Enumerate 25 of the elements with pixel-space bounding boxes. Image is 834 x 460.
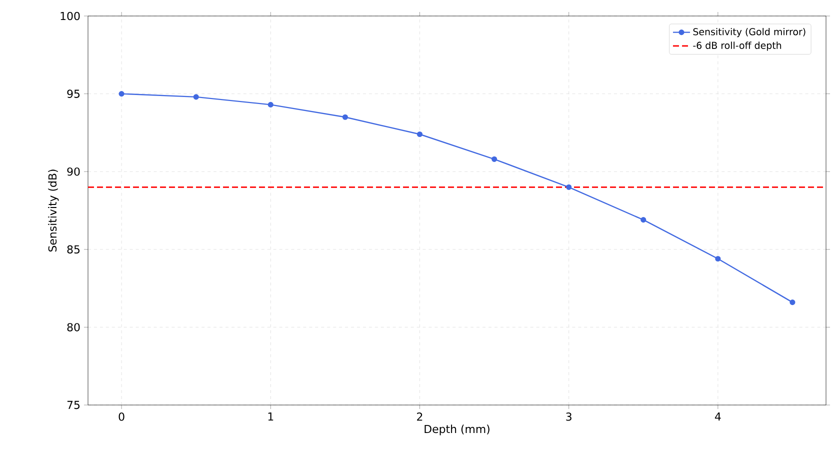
y-tick-label: 90 bbox=[67, 167, 80, 176]
y-tick-label: 80 bbox=[67, 323, 80, 332]
y-tick-label: 100 bbox=[60, 12, 80, 20]
point bbox=[268, 102, 274, 108]
point bbox=[193, 94, 199, 100]
point bbox=[342, 114, 348, 120]
x-tick-label: 1 bbox=[268, 412, 274, 421]
x-tick-label: 2 bbox=[417, 412, 422, 421]
point bbox=[790, 300, 796, 306]
point bbox=[491, 156, 498, 162]
y-tick-label: 75 bbox=[67, 400, 80, 410]
x-tick-label: 0 bbox=[118, 412, 124, 421]
x-tick-label: 4 bbox=[714, 412, 721, 421]
x-axis-title: Depth (mm) bbox=[424, 424, 490, 436]
y-axis-title: Sensitivity (dB) bbox=[48, 170, 59, 252]
legend-label: -6 dB roll-off depth bbox=[693, 42, 782, 51]
point bbox=[118, 91, 124, 97]
point bbox=[566, 184, 572, 190]
y-tick-label: 95 bbox=[67, 90, 80, 98]
x-tick-label: 3 bbox=[566, 412, 572, 421]
point bbox=[640, 217, 646, 223]
point bbox=[715, 256, 721, 262]
legend-label: Sensitivity (Gold mirror) bbox=[693, 28, 806, 38]
y-tick-label: 85 bbox=[67, 245, 80, 254]
point bbox=[416, 131, 423, 138]
